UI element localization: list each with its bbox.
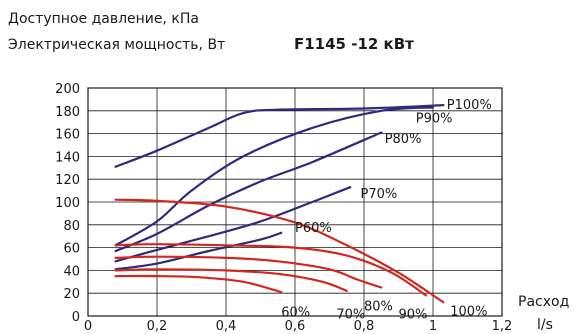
y-tick-label: 200	[55, 82, 80, 97]
x-tick-label: 0	[84, 319, 92, 334]
y-tick-label: 160	[55, 128, 80, 143]
x-tick-label: 1,2	[492, 319, 513, 334]
series-label-p70: P70%	[361, 187, 398, 202]
pressure-curve-90	[114, 243, 428, 297]
power-curve-p100	[114, 104, 445, 168]
x-tick-label: 0,4	[216, 319, 237, 334]
x-tick-label: 0,8	[354, 319, 375, 334]
chart-title: F1145 -12 кВт	[294, 35, 414, 53]
y-axis-label-pressure: Доступное давление, кПа	[8, 11, 199, 27]
pressure-curve-80	[114, 255, 383, 289]
x-axis-unit: l/s	[537, 317, 553, 333]
pressure-curve-100	[114, 198, 445, 304]
y-tick-label: 60	[63, 242, 80, 257]
series-lines	[114, 104, 445, 304]
series-label-90: 90%	[399, 308, 428, 323]
series-label-p60: P60%	[295, 221, 332, 236]
y-tick-label: 20	[63, 287, 80, 302]
y-tick-label: 40	[63, 264, 80, 279]
series-label-p80: P80%	[385, 132, 422, 147]
y-tick-label: 180	[55, 105, 80, 120]
power-curve-p90	[114, 106, 435, 247]
series-label-p100: P100%	[447, 98, 492, 113]
x-tick-label: 0,6	[285, 319, 306, 334]
series-label-70: 70%	[336, 308, 365, 323]
y-tick-label: 140	[55, 150, 80, 165]
tick-labels: 0 20 40 60 80 100 120 140 160 180 200 0 0,2 0,4 0,6 0,8…	[55, 82, 512, 334]
y-tick-label: 0	[72, 310, 80, 325]
power-curve-p60	[114, 231, 283, 271]
series-label-p90: P90%	[416, 112, 453, 127]
x-axis-label: Расход	[518, 294, 569, 310]
series-labels: P100%P90% P80% P70% P60% 60% 70%80% 90% 100%	[281, 98, 492, 323]
x-tick-label: 1	[429, 319, 437, 334]
y-tick-label: 80	[63, 219, 80, 234]
power-curve-p80	[114, 131, 383, 253]
pressure-curve-60	[114, 274, 283, 294]
x-tick-label: 0,2	[147, 319, 168, 334]
series-label-80: 80%	[364, 300, 393, 315]
y-axis-label-power: Электрическая мощность, Вт	[8, 37, 226, 53]
series-label-100: 100%	[450, 304, 487, 319]
power-curve-p70	[114, 186, 352, 263]
y-tick-label: 100	[55, 196, 80, 211]
series-label-60: 60%	[281, 305, 310, 320]
y-tick-label: 120	[55, 173, 80, 188]
pressure-curve-70	[114, 268, 348, 292]
